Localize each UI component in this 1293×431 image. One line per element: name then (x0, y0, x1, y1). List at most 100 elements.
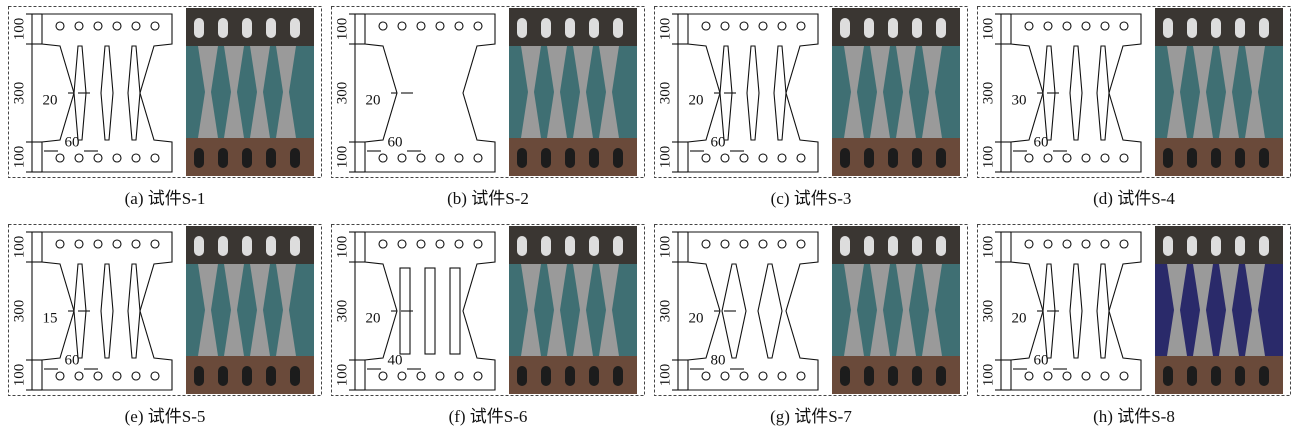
hole (75, 372, 83, 380)
hole (398, 372, 406, 380)
hole (740, 154, 748, 162)
hole (1044, 372, 1052, 380)
photo-slot (541, 236, 551, 256)
plate-outline (1011, 14, 1141, 172)
hole (398, 154, 406, 162)
photo-slot (589, 236, 599, 256)
hole (797, 372, 805, 380)
hole (56, 22, 64, 30)
plate-outline (42, 232, 172, 390)
gap-label: 20 (366, 92, 381, 108)
photo-slot (936, 366, 946, 386)
hole (379, 372, 387, 380)
caption: (h) 试件S-8 (1093, 407, 1175, 426)
width-label: 60 (1034, 134, 1049, 150)
hole (379, 22, 387, 30)
photo-slot (218, 366, 228, 386)
hole (778, 372, 786, 380)
hole (455, 154, 463, 162)
width-label: 60 (1034, 352, 1049, 368)
hole (721, 22, 729, 30)
dim-label: 300 (657, 300, 673, 323)
hole (1063, 372, 1071, 380)
photo-slot (194, 366, 204, 386)
hole (132, 372, 140, 380)
slot (450, 268, 460, 354)
hole (702, 240, 710, 248)
photo-slot (517, 366, 527, 386)
hole (1044, 240, 1052, 248)
gap-label: 20 (43, 92, 58, 108)
width-label: 80 (711, 352, 726, 368)
hole (759, 240, 767, 248)
dim-label: 100 (334, 364, 350, 387)
photo-slot (840, 18, 850, 38)
gap-label: 15 (43, 310, 58, 326)
hole (436, 372, 444, 380)
photo-slot (290, 236, 300, 256)
photo-slot (1259, 236, 1269, 256)
photo-slot (565, 236, 575, 256)
width-label: 60 (711, 134, 726, 150)
photo-slot (613, 366, 623, 386)
hole (1101, 372, 1109, 380)
photo-slot (1187, 236, 1197, 256)
photo-slot (912, 148, 922, 168)
photo-slot (589, 148, 599, 168)
hole (75, 22, 83, 30)
gap-label: 20 (689, 310, 704, 326)
photo-slot (517, 148, 527, 168)
caption: (c) 试件S-3 (771, 189, 852, 208)
photo-slot (242, 148, 252, 168)
photo-slot (1235, 18, 1245, 38)
panel: 1003001003060(d) 试件S-4 (978, 7, 1291, 208)
photo-slot (864, 18, 874, 38)
photo-slot (840, 148, 850, 168)
photo-slot (1259, 18, 1269, 38)
hole (113, 22, 121, 30)
gap-label: 20 (1012, 310, 1027, 326)
slot (1070, 264, 1082, 358)
photo-slot (1235, 148, 1245, 168)
photo-slot (613, 236, 623, 256)
dim-label: 100 (11, 18, 27, 41)
dim-label: 100 (657, 236, 673, 259)
slot (1097, 46, 1109, 140)
photo-slot (266, 236, 276, 256)
plate-outline (365, 14, 495, 172)
panel: 1003001001560(e) 试件S-5 (9, 225, 322, 426)
hole (436, 154, 444, 162)
photo-slot (589, 18, 599, 38)
slot (758, 264, 782, 358)
hole (1025, 240, 1033, 248)
hole (1063, 154, 1071, 162)
photo-slot (1187, 148, 1197, 168)
photo-slot (1211, 366, 1221, 386)
hole (417, 240, 425, 248)
hole (1063, 22, 1071, 30)
caption: (e) 试件S-5 (125, 407, 206, 426)
photo-slot (1259, 366, 1269, 386)
gap-label: 30 (1012, 92, 1027, 108)
hole (113, 240, 121, 248)
photo-slot (1211, 236, 1221, 256)
hole (474, 154, 482, 162)
photo-slot (1259, 148, 1269, 168)
width-label: 40 (388, 352, 403, 368)
hole (1101, 240, 1109, 248)
photo-slot (565, 366, 575, 386)
hole (1120, 154, 1128, 162)
photo-slot (218, 18, 228, 38)
dim-label: 300 (334, 300, 350, 323)
hole (778, 154, 786, 162)
photo-slot (936, 18, 946, 38)
hole (151, 22, 159, 30)
gap-label: 20 (366, 310, 381, 326)
photo-slot (613, 148, 623, 168)
dim-label: 100 (980, 146, 996, 169)
photo-slot (1187, 18, 1197, 38)
photo-slot (1163, 148, 1173, 168)
caption: (a) 试件S-1 (125, 189, 206, 208)
hole (1044, 154, 1052, 162)
hole (436, 240, 444, 248)
